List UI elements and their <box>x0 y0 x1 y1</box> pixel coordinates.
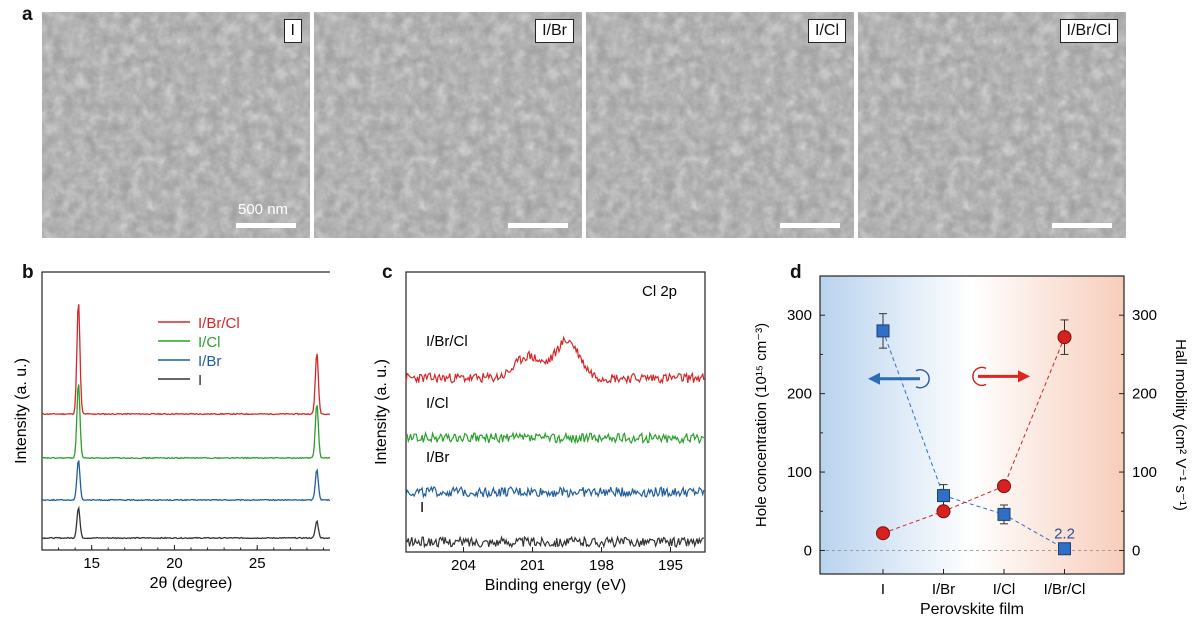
hole-conc-line <box>882 330 1065 550</box>
sem-tag-icl: I/Cl <box>808 19 846 43</box>
mobility-point <box>1057 330 1072 345</box>
scale-bar-text: 500 nm <box>238 201 289 218</box>
sem-image-icl: I/Cl <box>586 12 854 238</box>
curve-label: I <box>420 499 424 516</box>
x-tick-label: I/Cl <box>993 581 1016 598</box>
panel-b-label: b <box>22 262 34 283</box>
series-line <box>405 535 704 549</box>
legend-label: I/Br <box>198 353 221 370</box>
hole-conc-point <box>876 324 890 338</box>
series-line-icl <box>41 384 330 460</box>
legend-label: I <box>198 372 202 389</box>
y-tick-label: 0 <box>804 542 812 559</box>
y-axis-label: Intensity (a. u.) <box>13 358 30 464</box>
legend-label: I/Br/Cl <box>198 315 240 332</box>
y2-tick-label: 100 <box>1132 464 1157 481</box>
scale-bar <box>236 223 296 228</box>
curve-label: I/Cl <box>426 395 449 412</box>
curl-left <box>915 369 930 389</box>
panel-a-label: a <box>22 4 33 25</box>
x-axis-label: Perovskite film <box>920 601 1024 618</box>
scale-bar <box>1052 223 1112 228</box>
curve-label: I/Br <box>426 449 449 466</box>
series-line <box>405 335 705 385</box>
x-axis-label: 2θ (degree) <box>150 575 233 592</box>
series-line-ibr <box>41 460 330 502</box>
plot-frame <box>41 271 330 551</box>
sem-tag-ibrcl: I/Br/Cl <box>1059 19 1118 43</box>
y-tick-label: 100 <box>787 464 812 481</box>
x-tick-label: 25 <box>249 555 266 572</box>
series-line-i <box>42 505 330 540</box>
x-tick-label: I/Br/Cl <box>1044 581 1086 598</box>
x-tick-label: 20 <box>166 555 183 572</box>
sem-image-ibrcl: I/Br/Cl <box>858 12 1126 238</box>
mobility-line <box>882 336 1065 534</box>
sem-image-ibr: I/Br <box>314 12 582 238</box>
x-tick-label: 198 <box>589 557 614 574</box>
y-axis-label: Hole concentration (10¹⁵ cm⁻³) <box>753 323 770 527</box>
chart-title: Cl 2p <box>642 283 677 300</box>
arrowhead-left <box>868 372 880 385</box>
x-axis-label: Binding energy (eV) <box>485 577 626 594</box>
data-label: 2.2 <box>1054 526 1075 543</box>
y-tick-label: 200 <box>787 386 812 403</box>
hall-chart: 0 0 100 100 200 200 300 300 I I/Br I/Cl I/Br/Cl Pero… <box>753 275 1189 618</box>
xrd-chart: 152025302θ (degree)Intensity (a. u.)I/Br… <box>13 271 330 592</box>
x-tick-label: I <box>881 581 885 598</box>
plot-frame <box>405 271 706 553</box>
y2-tick-label: 300 <box>1132 307 1157 324</box>
sem-tag-i: I <box>283 19 302 43</box>
legend-label: I/Cl <box>198 334 221 351</box>
hole-conc-point <box>937 489 950 503</box>
xps-chart: 204 201 198 195 Binding energy (eV) Intensity… <box>373 271 706 594</box>
x-tick-label: 195 <box>658 557 683 574</box>
y2-axis-label: Hall mobility (cm² V⁻¹ s⁻¹) <box>1172 339 1189 511</box>
panel-d-label: d <box>790 262 802 283</box>
y-tick-label: 300 <box>787 307 812 324</box>
hole-conc-point <box>1058 542 1071 556</box>
sem-image-i: I 500 nm <box>42 12 310 238</box>
x-tick-label: 15 <box>83 555 100 572</box>
hole-conc-point <box>997 507 1011 521</box>
x-tick-label: I/Br <box>932 581 955 598</box>
x-tick-label: 204 <box>451 557 476 574</box>
sem-tag-ibr: I/Br <box>535 19 574 43</box>
y2-tick-label: 200 <box>1132 386 1157 403</box>
curve-label: I/Br/Cl <box>426 333 468 350</box>
series-line <box>405 430 705 445</box>
arrowhead-right <box>1018 370 1030 383</box>
series-line <box>405 485 705 499</box>
mobility-point <box>876 526 890 541</box>
curl-right <box>972 366 987 387</box>
series-line-ibrcl <box>41 304 330 416</box>
mobility-point <box>997 479 1011 494</box>
scale-bar <box>780 223 840 228</box>
scale-bar <box>508 223 568 228</box>
panel-c-label: c <box>382 262 393 283</box>
y2-tick-label: 0 <box>1132 542 1140 559</box>
x-tick-label: 201 <box>520 557 545 574</box>
y-axis-label: Intensity (a. u.) <box>373 359 390 465</box>
plot-area <box>819 275 1125 575</box>
mobility-point <box>936 504 951 519</box>
